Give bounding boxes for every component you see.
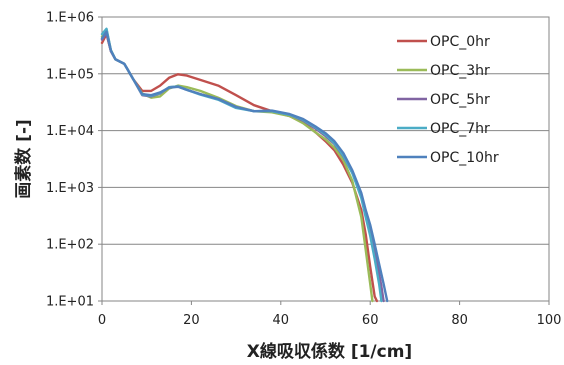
legend-label-opc-3hr: OPC_3hr (430, 63, 490, 79)
plot-area-frame (101, 16, 550, 302)
x-axis-ticks: 0 20 40 60 80 100 (98, 301, 562, 328)
legend-label-opc-7hr: OPC_7hr (430, 121, 490, 137)
x-tick-label: 0 (98, 313, 106, 328)
x-axis-title: X線吸収係数 [1/cm] (247, 341, 412, 362)
y-tick-label: 1.E+06 (46, 11, 94, 26)
y-tick-label: 1.E+01 (46, 295, 94, 310)
x-tick-label: 60 (362, 313, 379, 328)
x-tick-label: 100 (537, 313, 562, 328)
x-tick-label: 20 (183, 313, 200, 328)
series-line-opc-10hr (100, 30, 389, 303)
legend-label-opc-5hr: OPC_5hr (430, 92, 490, 108)
y-tick-label: 1.E+03 (46, 181, 94, 196)
y-tick-label: 1.E+05 (46, 67, 94, 82)
y-axis-title: 画素数 [-] (13, 119, 34, 199)
series-lines (100, 27, 389, 303)
legend: OPC_0hr OPC_3hr OPC_5hr OPC_7hr OPC_10hr (397, 34, 499, 166)
legend-label-opc-10hr: OPC_10hr (430, 150, 499, 166)
x-tick-label: 80 (451, 313, 468, 328)
y-tick-label: 1.E+04 (46, 124, 94, 139)
x-tick-label: 40 (273, 313, 290, 328)
y-axis-ticks: 1.E+01 1.E+02 1.E+03 1.E+04 1.E+05 1.E+06 (46, 11, 102, 310)
legend-label-opc-0hr: OPC_0hr (430, 34, 490, 50)
y-tick-label: 1.E+02 (46, 238, 94, 253)
